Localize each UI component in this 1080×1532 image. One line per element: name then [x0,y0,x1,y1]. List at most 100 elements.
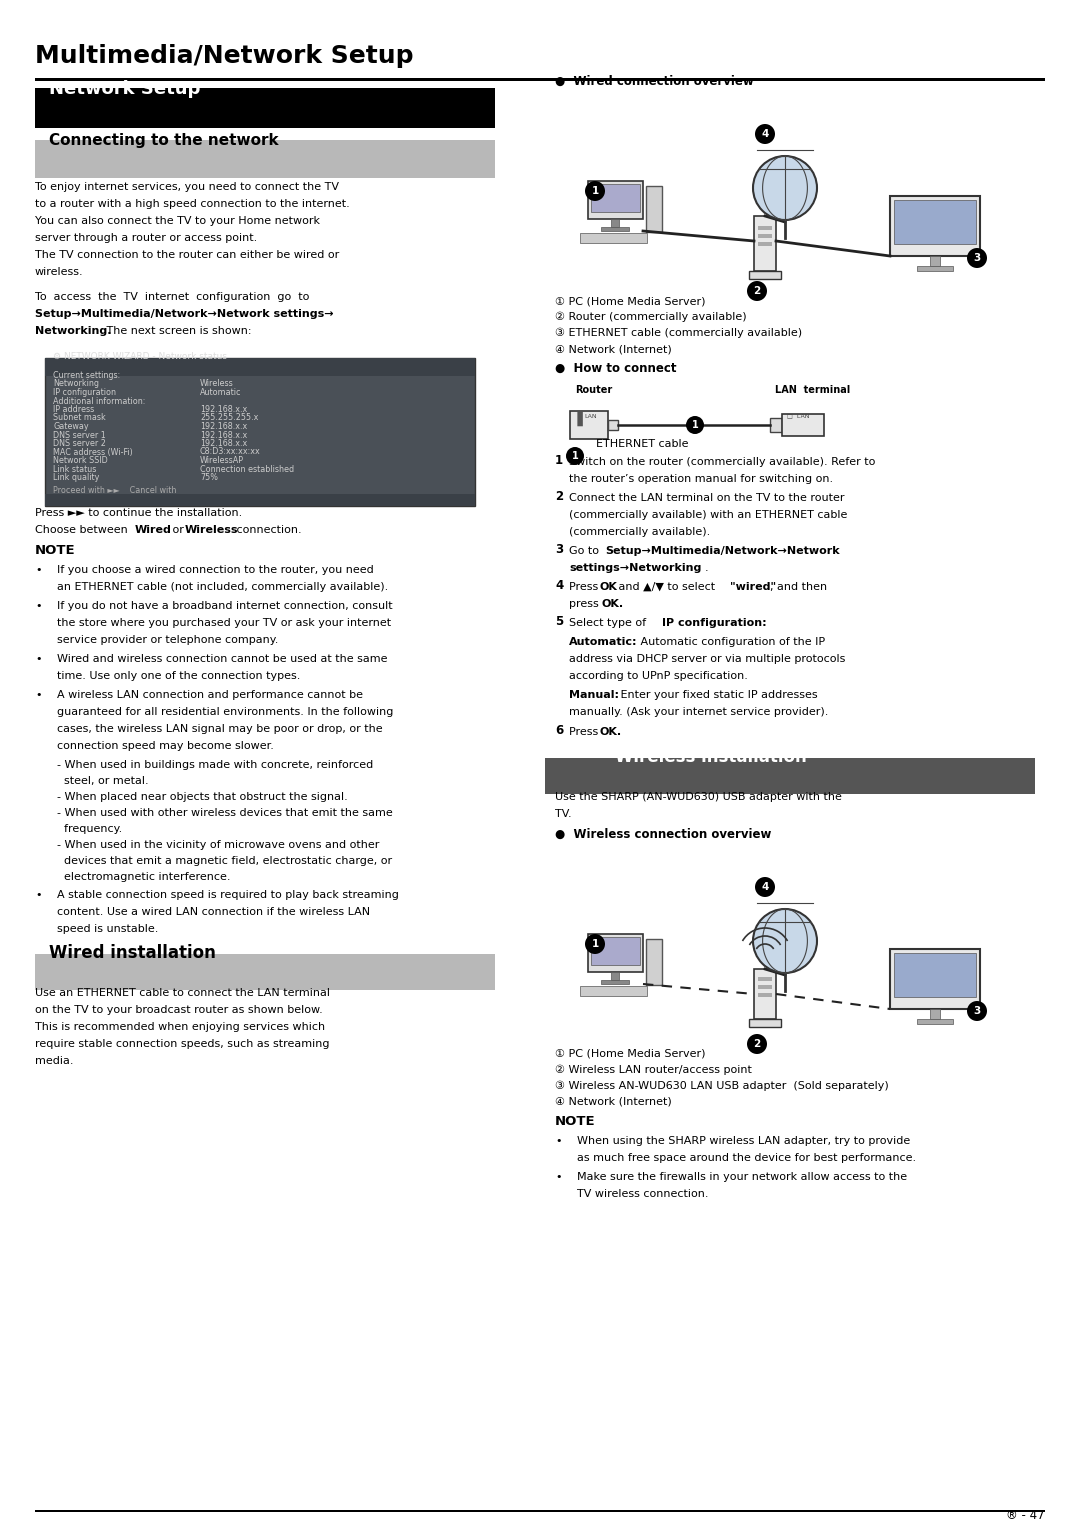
Bar [917,267,953,271]
Bar [894,201,976,244]
Bar [894,953,976,997]
Bar [591,184,640,211]
Text: "wired": "wired" [730,582,777,591]
Text: Connection established: Connection established [200,464,294,473]
Text: media.: media. [35,1056,73,1066]
Text: Select type of: Select type of [569,617,650,628]
Text: DNS server 1: DNS server 1 [53,430,106,440]
Text: Wireless: Wireless [200,380,233,389]
Text: (commercially available) with an ETHERNET cable: (commercially available) with an ETHERNE… [569,510,848,519]
Text: 5: 5 [555,614,564,628]
Text: 192.168.x.x: 192.168.x.x [200,430,247,440]
Text: Current settings:: Current settings: [53,371,120,380]
Text: on the TV to your broadcast router as shown below.: on the TV to your broadcast router as sh… [35,1005,323,1016]
Bar [570,411,608,440]
Text: Network Setup: Network Setup [49,80,201,98]
Bar [588,181,643,219]
Text: To  access  the  TV  internet  configuration  go  to: To access the TV internet configuration … [35,293,309,302]
Text: ® - 47: ® - 47 [1007,1509,1045,1521]
Bar [758,977,772,980]
Text: ① PC (Home Media Server): ① PC (Home Media Server) [555,1049,705,1059]
Bar [930,1010,940,1019]
Text: TV.: TV. [555,809,571,820]
Text: ④ Network (Internet): ④ Network (Internet) [555,1097,672,1108]
Text: Connect the LAN terminal on the TV to the router: Connect the LAN terminal on the TV to th… [569,493,845,502]
Bar [758,234,772,237]
Text: •: • [555,1172,562,1183]
Text: to a router with a high speed connection to the internet.: to a router with a high speed connection… [35,199,350,208]
Text: connection.: connection. [233,525,301,535]
Text: 1: 1 [691,420,699,430]
Text: •: • [35,689,41,700]
Text: speed is unstable.: speed is unstable. [57,924,159,935]
Text: Manual:: Manual: [569,689,619,700]
Text: manually. (Ask your internet service provider).: manually. (Ask your internet service pro… [569,706,828,717]
Bar [545,758,1035,794]
Text: Networking: Networking [53,380,99,389]
Text: C8:D3:xx:xx:xx: C8:D3:xx:xx:xx [200,447,260,457]
Circle shape [755,876,775,898]
Text: 192.168.x.x: 192.168.x.x [200,421,247,430]
Text: IP configuration: IP configuration [53,388,116,397]
Text: Link status: Link status [53,464,96,473]
Text: ▐: ▐ [572,412,582,426]
Bar [754,216,777,271]
Text: •: • [35,654,41,663]
Bar [750,271,781,279]
Text: the store where you purchased your TV or ask your internet: the store where you purchased your TV or… [57,617,391,628]
Text: or: or [168,525,187,535]
Text: Use an ETHERNET cable to connect the LAN terminal: Use an ETHERNET cable to connect the LAN… [35,988,330,997]
Text: the router’s operation manual for switching on.: the router’s operation manual for switch… [569,473,833,484]
Text: A wireless LAN connection and performance cannot be: A wireless LAN connection and performanc… [57,689,363,700]
Bar [45,358,475,506]
Bar [35,78,1045,81]
Text: 255.255.255.x: 255.255.255.x [200,414,258,423]
Bar [35,1511,1045,1512]
Text: electromagnetic interference.: electromagnetic interference. [57,872,230,882]
Text: cases, the wireless LAN signal may be poor or drop, or the: cases, the wireless LAN signal may be po… [57,725,382,734]
Bar [611,219,619,227]
Bar [35,87,495,129]
Text: server through a router or access point.: server through a router or access point. [35,233,257,244]
Text: Switch on the router (commercially available). Refer to: Switch on the router (commercially avail… [569,457,876,467]
Text: steel, or metal.: steel, or metal. [57,777,149,786]
Text: •: • [555,1137,562,1146]
Text: (commercially available).: (commercially available). [569,527,711,538]
Text: 1: 1 [592,185,598,196]
Text: 192.168.x.x: 192.168.x.x [200,404,247,414]
Text: Press: Press [569,728,602,737]
Text: guaranteed for all residential environments. In the following: guaranteed for all residential environme… [57,706,393,717]
Text: Make sure the firewalls in your network allow access to the: Make sure the firewalls in your network … [577,1172,907,1183]
Text: MAC address (Wi-Fi): MAC address (Wi-Fi) [53,447,133,457]
Text: Router: Router [575,385,612,395]
Bar [758,993,772,997]
Text: connection speed may become slower.: connection speed may become slower. [57,741,274,751]
Circle shape [967,248,987,268]
Circle shape [755,124,775,144]
Text: Wireless installation: Wireless installation [615,748,807,766]
Text: ④ Network (Internet): ④ Network (Internet) [555,345,672,354]
Text: as much free space around the device for best performance.: as much free space around the device for… [577,1154,916,1163]
Text: ●  How to connect: ● How to connect [555,362,676,375]
Bar [608,420,618,430]
Text: 4: 4 [761,129,769,139]
Text: 6: 6 [555,725,564,737]
Text: press: press [569,599,603,610]
Text: Connecting to the network: Connecting to the network [49,133,279,149]
Text: If you do not have a broadband internet connection, consult: If you do not have a broadband internet … [57,601,393,611]
Bar [917,1019,953,1023]
Text: address via DHCP server or via multiple protocols: address via DHCP server or via multiple … [569,654,846,663]
Bar [580,987,647,996]
Text: Press: Press [569,582,602,591]
Bar [611,971,619,980]
Text: 4: 4 [555,579,564,591]
Bar [782,414,824,437]
Circle shape [585,935,605,954]
Text: Subnet mask: Subnet mask [53,414,106,423]
Bar [890,196,980,256]
Circle shape [566,447,584,466]
Text: 2: 2 [555,490,563,502]
Text: OK.: OK. [600,599,623,610]
Circle shape [753,156,816,221]
Bar [646,185,662,231]
